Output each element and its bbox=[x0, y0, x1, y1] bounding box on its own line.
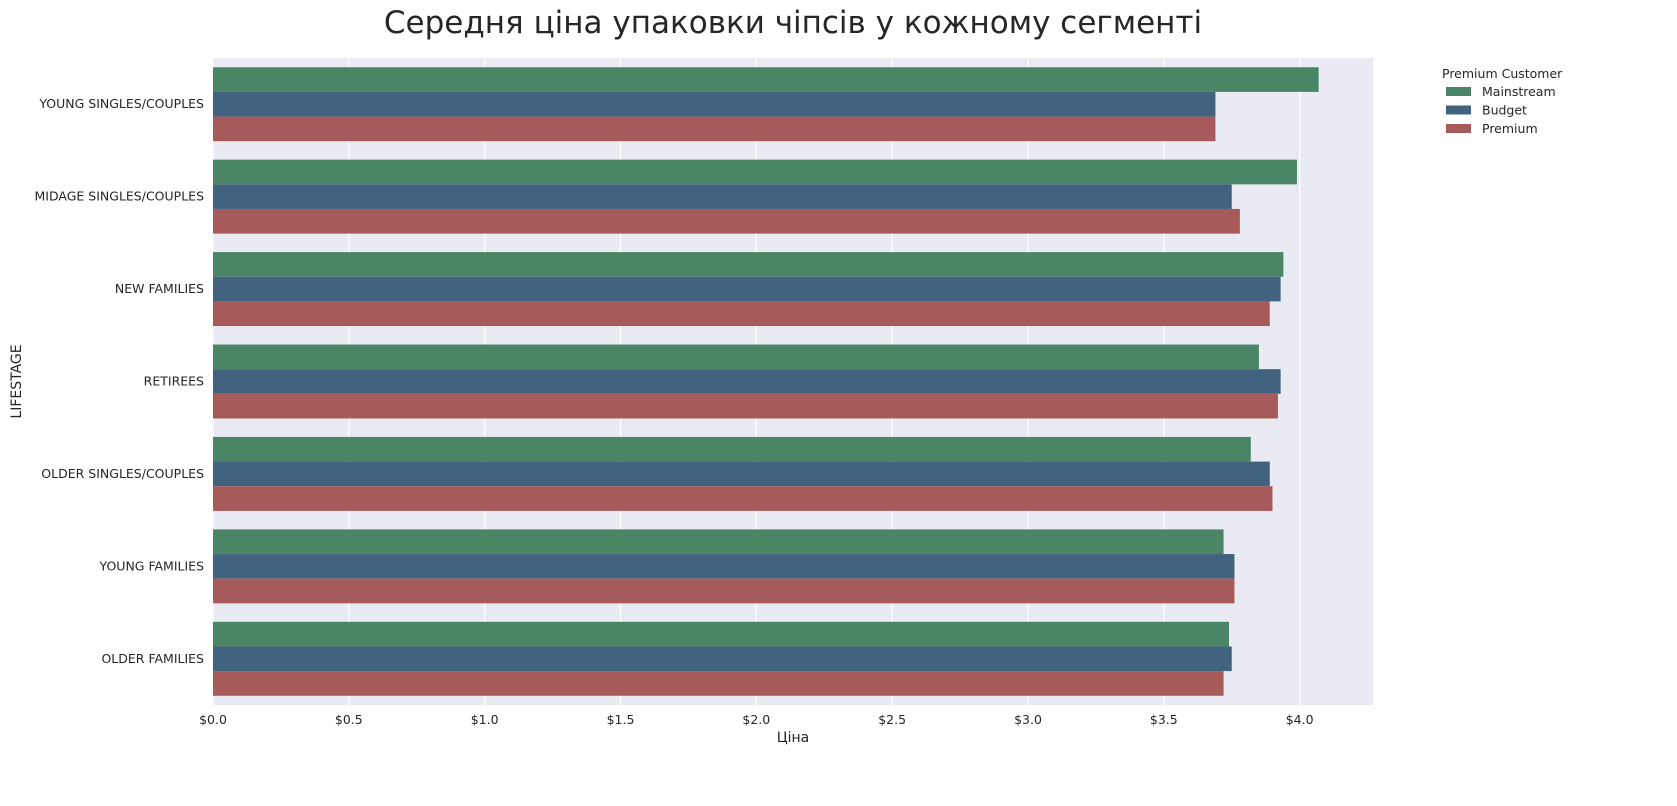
category-label: OLDER SINGLES/COUPLES bbox=[41, 466, 204, 481]
bar-mainstream bbox=[213, 159, 1297, 185]
x-tick-label: $0.5 bbox=[335, 712, 363, 727]
bar-budget bbox=[213, 461, 1270, 487]
legend-label-premium: Premium bbox=[1482, 121, 1538, 136]
x-tick-label: $3.0 bbox=[1014, 712, 1042, 727]
category-label: YOUNG FAMILIES bbox=[99, 558, 205, 573]
bar-premium bbox=[213, 301, 1270, 327]
bar-mainstream bbox=[213, 436, 1251, 462]
x-tick-label: $1.0 bbox=[471, 712, 499, 727]
chart-title: Середня ціна упаковки чіпсів у кожному с… bbox=[384, 5, 1202, 41]
bar-mainstream bbox=[213, 529, 1224, 555]
bar-premium bbox=[213, 486, 1273, 511]
bar-premium bbox=[213, 578, 1235, 604]
legend-label-budget: Budget bbox=[1482, 103, 1527, 118]
bar-mainstream bbox=[213, 252, 1284, 277]
legend-swatch-budget bbox=[1446, 105, 1471, 115]
x-axis-label: Ціна bbox=[777, 730, 810, 746]
x-tick-label: $2.5 bbox=[878, 712, 906, 727]
bar-premium bbox=[213, 208, 1240, 234]
bar-mainstream bbox=[213, 621, 1230, 647]
x-tick-label: $0.0 bbox=[199, 712, 227, 727]
x-tick-label: $4.0 bbox=[1286, 712, 1314, 727]
bar-premium bbox=[213, 393, 1278, 419]
x-tick-label: $2.0 bbox=[742, 712, 770, 727]
legend-title: Premium Customer bbox=[1442, 66, 1563, 81]
bar-budget bbox=[213, 369, 1281, 394]
bar-mainstream bbox=[213, 344, 1259, 370]
bar-mainstream bbox=[213, 67, 1319, 92]
bar-budget bbox=[213, 276, 1281, 302]
x-tick-label: $3.5 bbox=[1150, 712, 1178, 727]
legend-label-mainstream: Mainstream bbox=[1482, 84, 1556, 99]
bar-budget bbox=[213, 91, 1216, 117]
bar-premium bbox=[213, 671, 1224, 696]
x-tick-label: $1.5 bbox=[607, 712, 635, 727]
legend-swatch-mainstream bbox=[1446, 87, 1471, 96]
category-label: RETIREES bbox=[144, 374, 204, 389]
y-axis-label: LIFESTAGE bbox=[9, 344, 25, 418]
category-label: OLDER FAMILIES bbox=[101, 651, 204, 666]
bar-budget bbox=[213, 184, 1232, 209]
bar-budget bbox=[213, 554, 1235, 579]
legend-swatch-premium bbox=[1446, 124, 1471, 133]
bar-premium bbox=[213, 116, 1216, 142]
category-label: YOUNG SINGLES/COUPLES bbox=[38, 96, 204, 111]
bar-budget bbox=[213, 646, 1232, 672]
category-label: NEW FAMILIES bbox=[115, 281, 204, 296]
category-label: MIDAGE SINGLES/COUPLES bbox=[35, 189, 205, 204]
